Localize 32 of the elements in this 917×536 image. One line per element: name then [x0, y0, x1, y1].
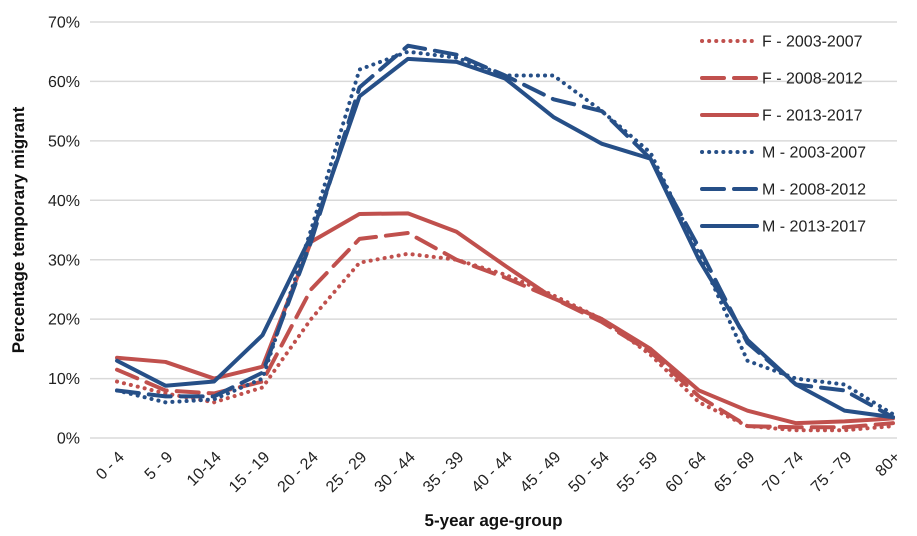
- y-tick-label: 70%: [48, 14, 80, 32]
- y-tick-label: 30%: [48, 252, 80, 270]
- x-tick-label: 20 - 24: [274, 448, 322, 496]
- legend-label: F - 2003-2007: [762, 34, 863, 51]
- legend-label: F - 2013-2017: [762, 108, 863, 125]
- y-tick-label: 60%: [48, 74, 80, 92]
- y-tick-label: 0%: [56, 430, 80, 448]
- y-tick-label: 50%: [48, 133, 80, 150]
- legend-label: M - 2013-2017: [762, 218, 866, 236]
- x-tick-label: 25 - 29: [323, 448, 370, 496]
- x-tick-label: 35 - 39: [420, 448, 468, 496]
- y-tick-label: 40%: [48, 192, 80, 210]
- x-tick-label: 15 - 19: [226, 448, 274, 496]
- x-tick-label: 75 - 79: [808, 448, 856, 496]
- y-axis-title: Percentage temporary migrant: [9, 106, 28, 354]
- x-tick-label: 60 - 64: [662, 448, 710, 496]
- x-tick-label: 55 - 59: [614, 448, 662, 496]
- x-tick-label: 50 - 54: [566, 448, 613, 496]
- x-tick-label: 5 - 9: [142, 448, 176, 484]
- x-tick-label: 30 - 44: [372, 448, 419, 496]
- x-tick-label: 45 - 49: [517, 448, 564, 496]
- x-tick-label: 65 - 69: [711, 448, 758, 496]
- legend-label: M - 2003-2007: [762, 144, 866, 162]
- legend-label: M - 2008-2012: [762, 182, 866, 199]
- y-tick-label: 10%: [48, 371, 80, 388]
- x-axis-title: 5-year age-group: [424, 511, 562, 530]
- x-tick-label: 0 - 4: [93, 448, 128, 484]
- x-tick-label: 40 - 44: [468, 448, 516, 496]
- x-tick-label: 80+: [872, 448, 904, 480]
- legend-label: F - 2008-2012: [762, 70, 863, 88]
- y-tick-label: 20%: [48, 312, 80, 329]
- x-tick-label: 70 - 74: [760, 448, 807, 496]
